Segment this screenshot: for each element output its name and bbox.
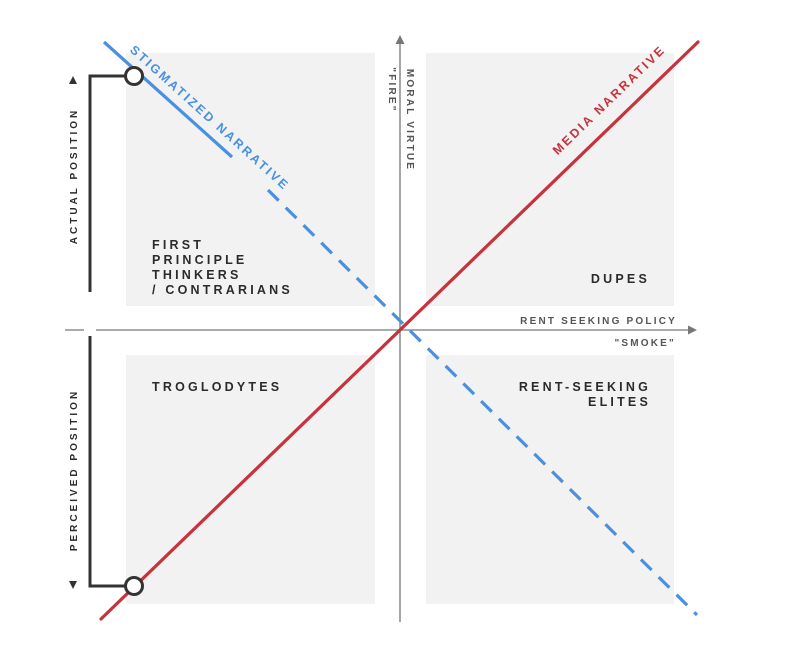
- stigmatized-narrative-line-dashed: [266, 188, 699, 617]
- quadrant-top-left-line: PRINCIPLE: [152, 253, 247, 267]
- quadrant-top-right-label: DUPES: [591, 272, 650, 286]
- perceived-position-label: PERCEIVED POSITION: [69, 389, 80, 551]
- quadrant-bottom-left-label: TROGLODYTES: [152, 380, 282, 394]
- quadrant-top-left-label: FIRST PRINCIPLE THINKERS / CONTRARIANS: [152, 238, 293, 297]
- y-axis-sublabel: "FIRE": [386, 67, 397, 112]
- y-axis-label: MORAL VIRTUE: [404, 69, 415, 171]
- quadrant-bottom-left-line: TROGLODYTES: [152, 380, 282, 394]
- quadrant-top-left-line: / CONTRARIANS: [152, 283, 293, 297]
- quadrant-bg-bottom-right: [426, 355, 674, 604]
- x-axis-label: RENT SEEKING POLICY: [520, 316, 677, 327]
- bracket-gap: [84, 292, 96, 336]
- actual-position-marker: [124, 66, 144, 86]
- quadrant-bottom-right-line: RENT-SEEKING: [519, 380, 651, 394]
- stigmatized-narrative-line-solid: [102, 40, 234, 159]
- quadrant-top-right-line: DUPES: [591, 272, 650, 286]
- media-narrative-line: [99, 40, 700, 621]
- x-axis-arrow-icon: [688, 325, 697, 335]
- quadrant-top-left-line: THINKERS: [152, 268, 242, 282]
- quadrant-bottom-right-line: ELITES: [588, 395, 651, 409]
- arrow-down-icon: [69, 581, 77, 589]
- quadrant-top-left-line: FIRST: [152, 238, 204, 252]
- y-axis-arrow-icon: [395, 35, 405, 44]
- quadrant-bg-top-left: [126, 53, 375, 306]
- quadrant-bottom-right-label: RENT-SEEKING ELITES: [519, 380, 651, 409]
- perceived-position-marker: [124, 576, 144, 596]
- actual-position-label: ACTUAL POSITION: [69, 108, 80, 244]
- arrow-up-icon: [69, 76, 77, 84]
- x-axis-sublabel: "SMOKE": [614, 338, 676, 349]
